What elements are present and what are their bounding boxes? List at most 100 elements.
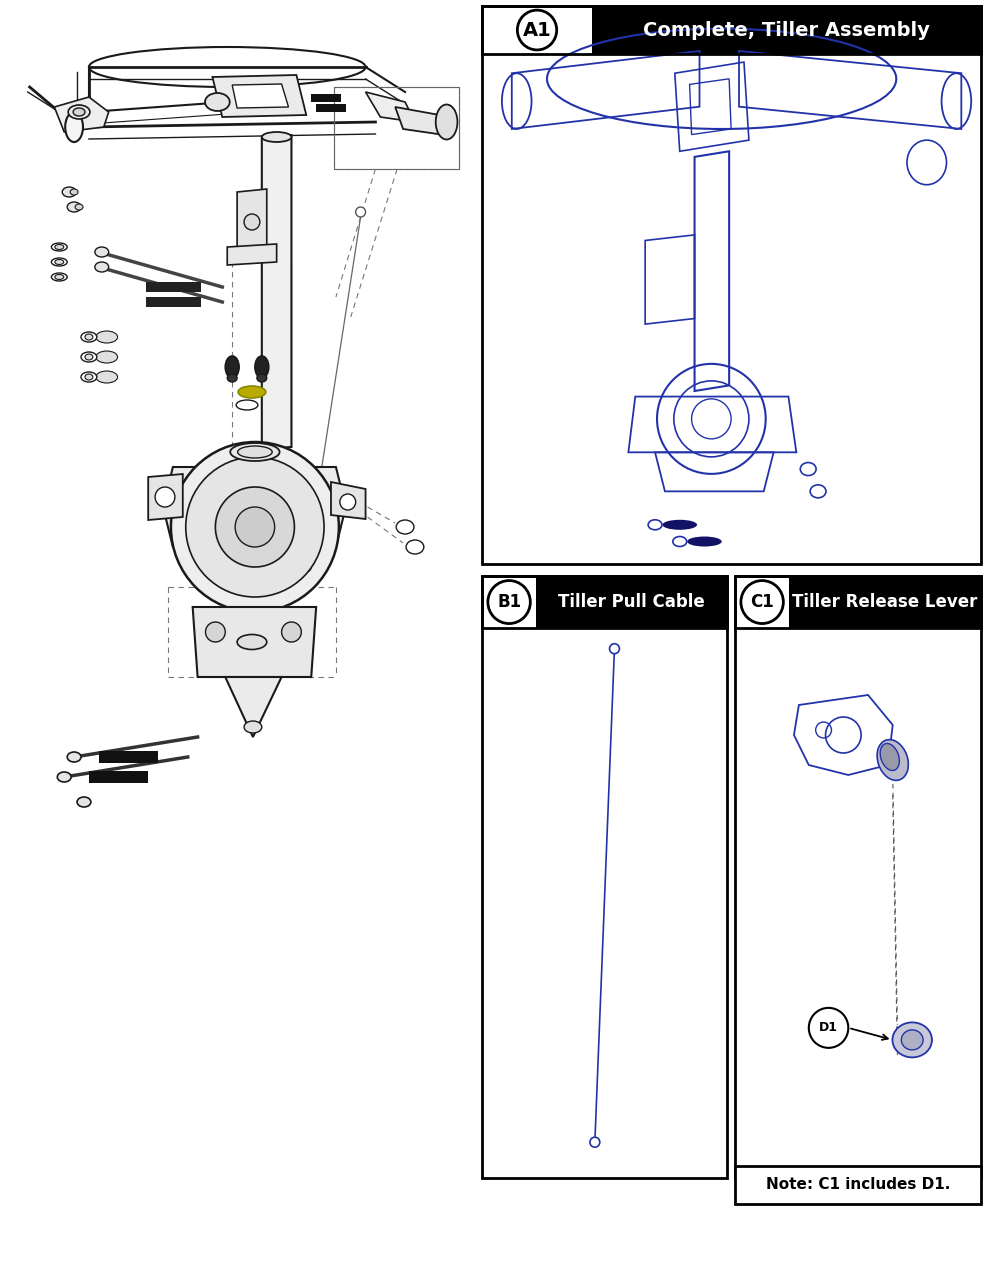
- Polygon shape: [227, 245, 277, 265]
- Circle shape: [809, 1007, 848, 1048]
- Polygon shape: [54, 98, 109, 132]
- Bar: [482, 576, 727, 1178]
- Polygon shape: [366, 92, 415, 122]
- Ellipse shape: [85, 334, 93, 340]
- Polygon shape: [331, 481, 366, 519]
- Circle shape: [488, 580, 530, 623]
- Bar: [482, 6, 981, 53]
- Ellipse shape: [673, 536, 687, 546]
- Circle shape: [215, 487, 294, 568]
- Ellipse shape: [227, 374, 237, 381]
- Ellipse shape: [230, 443, 280, 461]
- Circle shape: [155, 487, 175, 507]
- Text: Complete, Tiller Assembly: Complete, Tiller Assembly: [643, 20, 930, 39]
- Text: Tiller Pull Cable: Tiller Pull Cable: [558, 593, 705, 611]
- Bar: [536, 576, 727, 627]
- Ellipse shape: [81, 352, 97, 362]
- Circle shape: [186, 457, 324, 597]
- Ellipse shape: [436, 104, 457, 139]
- Text: A1: A1: [523, 20, 551, 39]
- Ellipse shape: [81, 372, 97, 381]
- Ellipse shape: [67, 201, 81, 212]
- Polygon shape: [237, 189, 267, 250]
- Polygon shape: [148, 474, 183, 519]
- Ellipse shape: [68, 105, 90, 119]
- Circle shape: [340, 494, 356, 511]
- Ellipse shape: [57, 772, 71, 782]
- Circle shape: [610, 644, 619, 654]
- Ellipse shape: [662, 519, 697, 530]
- Bar: [334, 87, 459, 169]
- Circle shape: [282, 622, 301, 642]
- Polygon shape: [267, 139, 287, 443]
- Ellipse shape: [55, 275, 64, 280]
- Ellipse shape: [255, 356, 269, 378]
- Circle shape: [301, 563, 311, 571]
- Ellipse shape: [85, 353, 93, 360]
- Text: B1: B1: [497, 593, 521, 611]
- Ellipse shape: [55, 245, 64, 250]
- Ellipse shape: [687, 536, 722, 546]
- Ellipse shape: [67, 753, 81, 761]
- Polygon shape: [193, 607, 316, 677]
- Ellipse shape: [406, 540, 424, 554]
- Ellipse shape: [205, 92, 230, 111]
- Ellipse shape: [51, 272, 67, 281]
- Text: D1: D1: [819, 1021, 838, 1034]
- Ellipse shape: [901, 1030, 923, 1050]
- Bar: [146, 296, 201, 307]
- Text: Note: C1 includes D1.: Note: C1 includes D1.: [766, 1177, 950, 1192]
- Circle shape: [356, 207, 366, 217]
- Ellipse shape: [238, 386, 266, 398]
- Ellipse shape: [65, 111, 83, 142]
- Bar: [482, 576, 727, 627]
- Ellipse shape: [96, 351, 118, 364]
- Ellipse shape: [85, 374, 93, 380]
- Ellipse shape: [95, 247, 109, 257]
- Polygon shape: [232, 84, 288, 108]
- Ellipse shape: [648, 519, 662, 530]
- Bar: [735, 576, 981, 1178]
- Bar: [789, 576, 981, 627]
- Ellipse shape: [244, 721, 262, 734]
- Ellipse shape: [96, 371, 118, 383]
- Ellipse shape: [262, 132, 291, 142]
- Ellipse shape: [236, 400, 258, 411]
- Ellipse shape: [96, 331, 118, 343]
- Circle shape: [590, 1138, 600, 1147]
- Circle shape: [244, 214, 260, 231]
- Ellipse shape: [238, 446, 272, 457]
- Polygon shape: [395, 106, 445, 136]
- Bar: [146, 283, 201, 291]
- Circle shape: [171, 442, 339, 612]
- Polygon shape: [163, 468, 346, 547]
- Ellipse shape: [51, 258, 67, 266]
- Ellipse shape: [55, 260, 64, 265]
- Ellipse shape: [81, 332, 97, 342]
- Text: Tiller Release Lever: Tiller Release Lever: [792, 593, 978, 611]
- Circle shape: [517, 10, 557, 49]
- Bar: [735, 576, 981, 627]
- Ellipse shape: [396, 519, 414, 533]
- Circle shape: [206, 622, 225, 642]
- Circle shape: [235, 507, 275, 547]
- Bar: [99, 751, 158, 763]
- Ellipse shape: [75, 204, 83, 210]
- Bar: [482, 6, 981, 564]
- Circle shape: [741, 580, 783, 623]
- Ellipse shape: [892, 1022, 932, 1058]
- Bar: [316, 104, 346, 111]
- Polygon shape: [225, 677, 282, 737]
- Bar: [735, 1166, 981, 1204]
- Ellipse shape: [880, 744, 899, 770]
- Polygon shape: [262, 136, 291, 449]
- Ellipse shape: [95, 262, 109, 272]
- Ellipse shape: [77, 797, 91, 807]
- Ellipse shape: [257, 374, 267, 381]
- Ellipse shape: [237, 635, 267, 650]
- Ellipse shape: [877, 740, 908, 780]
- Bar: [311, 94, 341, 103]
- Ellipse shape: [62, 188, 76, 196]
- Polygon shape: [212, 75, 306, 117]
- Bar: [89, 772, 148, 783]
